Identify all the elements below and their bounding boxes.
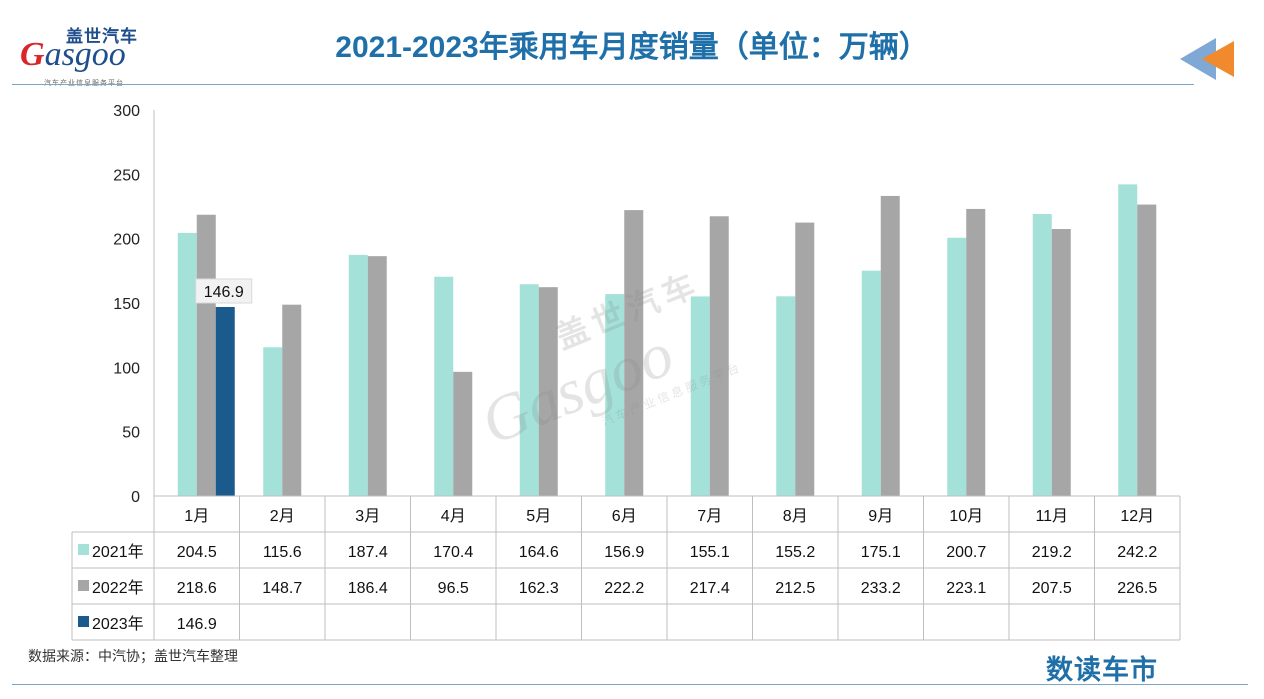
data-label: 146.9 bbox=[204, 284, 244, 301]
bar-2021-12 bbox=[1118, 184, 1138, 497]
legend-label: 2021年 bbox=[92, 543, 144, 561]
y-tick-label: 300 bbox=[113, 103, 140, 120]
bar-2022-7 bbox=[709, 216, 729, 496]
bar-2021-1 bbox=[177, 232, 197, 497]
x-tick-label: 9月 bbox=[868, 508, 893, 525]
bar-2021-9 bbox=[861, 270, 881, 496]
table-cell: 242.2 bbox=[1117, 544, 1157, 561]
bar-2021-2 bbox=[263, 347, 283, 496]
table-cell: 217.4 bbox=[690, 580, 730, 597]
bar-2022-5 bbox=[538, 287, 558, 496]
bar-2021-4 bbox=[434, 276, 454, 496]
table-cell: 219.2 bbox=[1032, 544, 1072, 561]
y-tick-label: 50 bbox=[122, 425, 140, 442]
y-tick-label: 200 bbox=[113, 232, 140, 249]
data-label-box bbox=[195, 278, 253, 304]
x-tick-label: 4月 bbox=[441, 508, 466, 525]
table-cell: 155.2 bbox=[775, 544, 815, 561]
logo-en-text: Gasgoo bbox=[20, 36, 126, 73]
bar-2022-1 bbox=[196, 214, 216, 496]
bar-2021-11 bbox=[1032, 213, 1052, 497]
table-cell: 218.6 bbox=[177, 580, 217, 597]
bar-2022-8 bbox=[795, 222, 815, 497]
table-cell: 155.1 bbox=[690, 544, 730, 561]
bar-2021-10 bbox=[947, 237, 967, 497]
logo-cn-text: 盖世汽车 bbox=[66, 27, 138, 46]
x-tick-label: 5月 bbox=[526, 508, 551, 525]
y-tick-label: 0 bbox=[131, 489, 140, 506]
bar-2022-9 bbox=[880, 195, 900, 496]
table-cell: 222.2 bbox=[604, 580, 644, 597]
table-cell: 175.1 bbox=[861, 544, 901, 561]
x-tick-label: 11月 bbox=[1035, 508, 1068, 525]
table-cell: 115.6 bbox=[263, 544, 302, 561]
bar-2022-10 bbox=[966, 208, 986, 496]
table-cell: 148.7 bbox=[262, 580, 302, 597]
source-note: 数据来源：中汽协；盖世汽车整理 bbox=[28, 648, 238, 664]
table-cell: 187.4 bbox=[348, 544, 388, 561]
logo-subtitle: 汽车产业信息服务平台 bbox=[44, 78, 124, 88]
bar-2022-12 bbox=[1137, 204, 1157, 496]
x-tick-label: 10月 bbox=[949, 508, 983, 525]
table-cell: 170.4 bbox=[433, 544, 473, 561]
x-tick-label: 6月 bbox=[612, 508, 637, 525]
bar-2022-4 bbox=[453, 371, 473, 496]
corner-arrow-icon bbox=[1180, 38, 1234, 80]
table-cell: 233.2 bbox=[861, 580, 901, 597]
x-tick-label: 7月 bbox=[697, 508, 722, 525]
table-cell: 226.5 bbox=[1117, 580, 1157, 597]
table-cell: 162.3 bbox=[519, 580, 559, 597]
legend-swatch-2021 bbox=[78, 544, 89, 555]
table-cell: 164.6 bbox=[519, 544, 559, 561]
bar-2021-8 bbox=[776, 296, 796, 496]
bar-2022-11 bbox=[1051, 229, 1071, 496]
bar-2022-2 bbox=[282, 304, 302, 496]
bar-2021-5 bbox=[519, 284, 539, 496]
x-tick-label: 2月 bbox=[270, 508, 295, 525]
bar-2023-1 bbox=[215, 306, 235, 496]
x-tick-label: 3月 bbox=[355, 508, 380, 525]
table-cell: 156.9 bbox=[604, 544, 644, 561]
table-cell: 204.5 bbox=[177, 544, 217, 561]
legend-label: 2023年 bbox=[92, 615, 144, 633]
table-cell: 212.5 bbox=[775, 580, 815, 597]
y-tick-label: 250 bbox=[113, 167, 140, 184]
bottom-divider bbox=[12, 684, 1248, 685]
table-cell: 96.5 bbox=[438, 580, 469, 597]
x-tick-label: 12月 bbox=[1120, 508, 1154, 525]
x-tick-label: 8月 bbox=[783, 508, 808, 525]
legend-swatch-2022 bbox=[78, 580, 89, 591]
bar-2022-6 bbox=[624, 210, 644, 496]
bar-2021-6 bbox=[605, 294, 625, 496]
legend-label: 2022年 bbox=[92, 579, 144, 597]
table-cell: 186.4 bbox=[348, 580, 388, 597]
page-title: 2021-2023年乘用车月度销量（单位：万辆） bbox=[335, 31, 929, 64]
table-cell: 223.1 bbox=[946, 580, 986, 597]
brand-label: 数读车市 bbox=[1046, 655, 1158, 685]
bar-2022-3 bbox=[367, 256, 387, 496]
bar-2021-3 bbox=[348, 254, 368, 496]
top-divider bbox=[12, 84, 1194, 85]
bar-2021-7 bbox=[690, 296, 710, 496]
table-cell: 207.5 bbox=[1032, 580, 1072, 597]
legend-swatch-2023 bbox=[78, 616, 89, 627]
x-tick-label: 1月 bbox=[184, 508, 209, 525]
y-tick-label: 100 bbox=[113, 360, 140, 377]
table-cell: 200.7 bbox=[946, 544, 986, 561]
table-cell: 146.9 bbox=[177, 616, 217, 633]
gasgoo-logo: 盖世汽车 Gasgoo 汽车产业信息服务平台 bbox=[4, 22, 154, 92]
y-tick-label: 150 bbox=[113, 296, 140, 313]
